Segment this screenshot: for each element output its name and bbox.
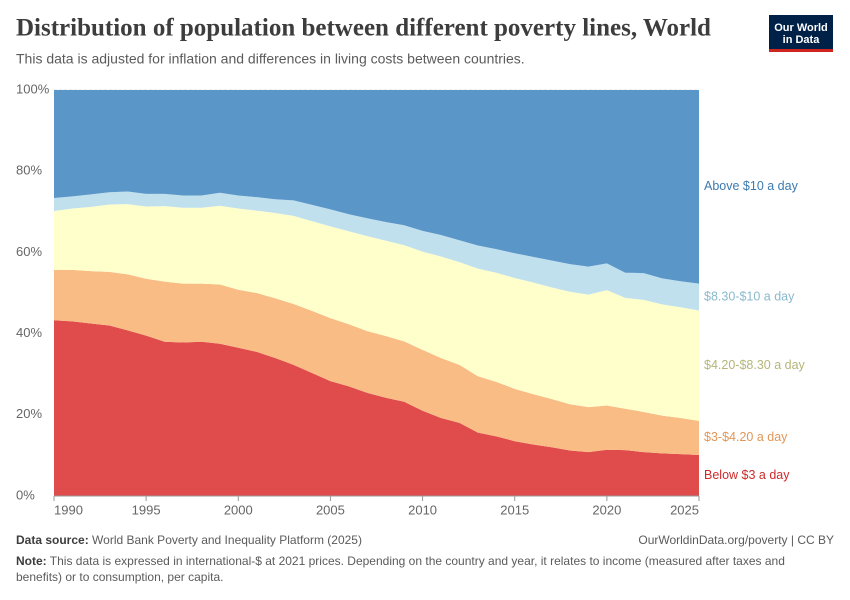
chart: Distribution of population between diffe… [16, 15, 833, 517]
logo-text: Our World [774, 22, 828, 34]
x-tick-label: 1995 [132, 502, 161, 517]
legend-label: $4.20-$8.30 a day [704, 358, 806, 372]
x-tick-label: 2010 [408, 502, 437, 517]
logo-text: in Data [783, 34, 821, 46]
source-label: Data source: [16, 533, 89, 547]
legend-label: Above $10 a day [704, 179, 799, 193]
y-tick-label: 0% [16, 487, 35, 502]
y-tick-label: 20% [16, 406, 42, 421]
y-tick-label: 100% [16, 81, 50, 96]
area [54, 320, 699, 496]
area [54, 191, 699, 311]
legend-label: $8.30-$10 a day [704, 289, 795, 303]
footer-source: Data source: World Bank Poverty and Ineq… [16, 532, 834, 548]
logo-bar [769, 49, 833, 52]
footer-note: Note: This data is expressed in internat… [16, 553, 816, 585]
url: OurWorldinData.org/poverty | CC BY [638, 533, 834, 547]
note-label: Note: [16, 554, 47, 568]
y-tick-label: 60% [16, 244, 42, 259]
source: World Bank Poverty and Inequality Platfo… [92, 533, 362, 547]
x-tick-label: 2015 [500, 502, 529, 517]
y-tick-label: 40% [16, 325, 42, 340]
legend-label: $3-$4.20 a day [704, 430, 788, 444]
x-tick-label: 2020 [592, 502, 621, 517]
x-tick-label: 1990 [54, 502, 83, 517]
x-tick-label: 2025 [670, 502, 699, 517]
logo [769, 15, 833, 52]
area [54, 90, 699, 284]
y-tick-label: 80% [16, 163, 42, 178]
area [54, 204, 699, 421]
note: This data is expressed in international-… [16, 554, 785, 584]
area [54, 269, 699, 455]
x-tick-label: 2000 [224, 502, 253, 517]
chart-title: Distribution of population between diffe… [16, 15, 711, 42]
legend-label: Below $3 a day [704, 468, 790, 482]
x-tick-label: 2005 [316, 502, 345, 517]
chart-subtitle: This data is adjusted for inflation and … [16, 51, 525, 67]
